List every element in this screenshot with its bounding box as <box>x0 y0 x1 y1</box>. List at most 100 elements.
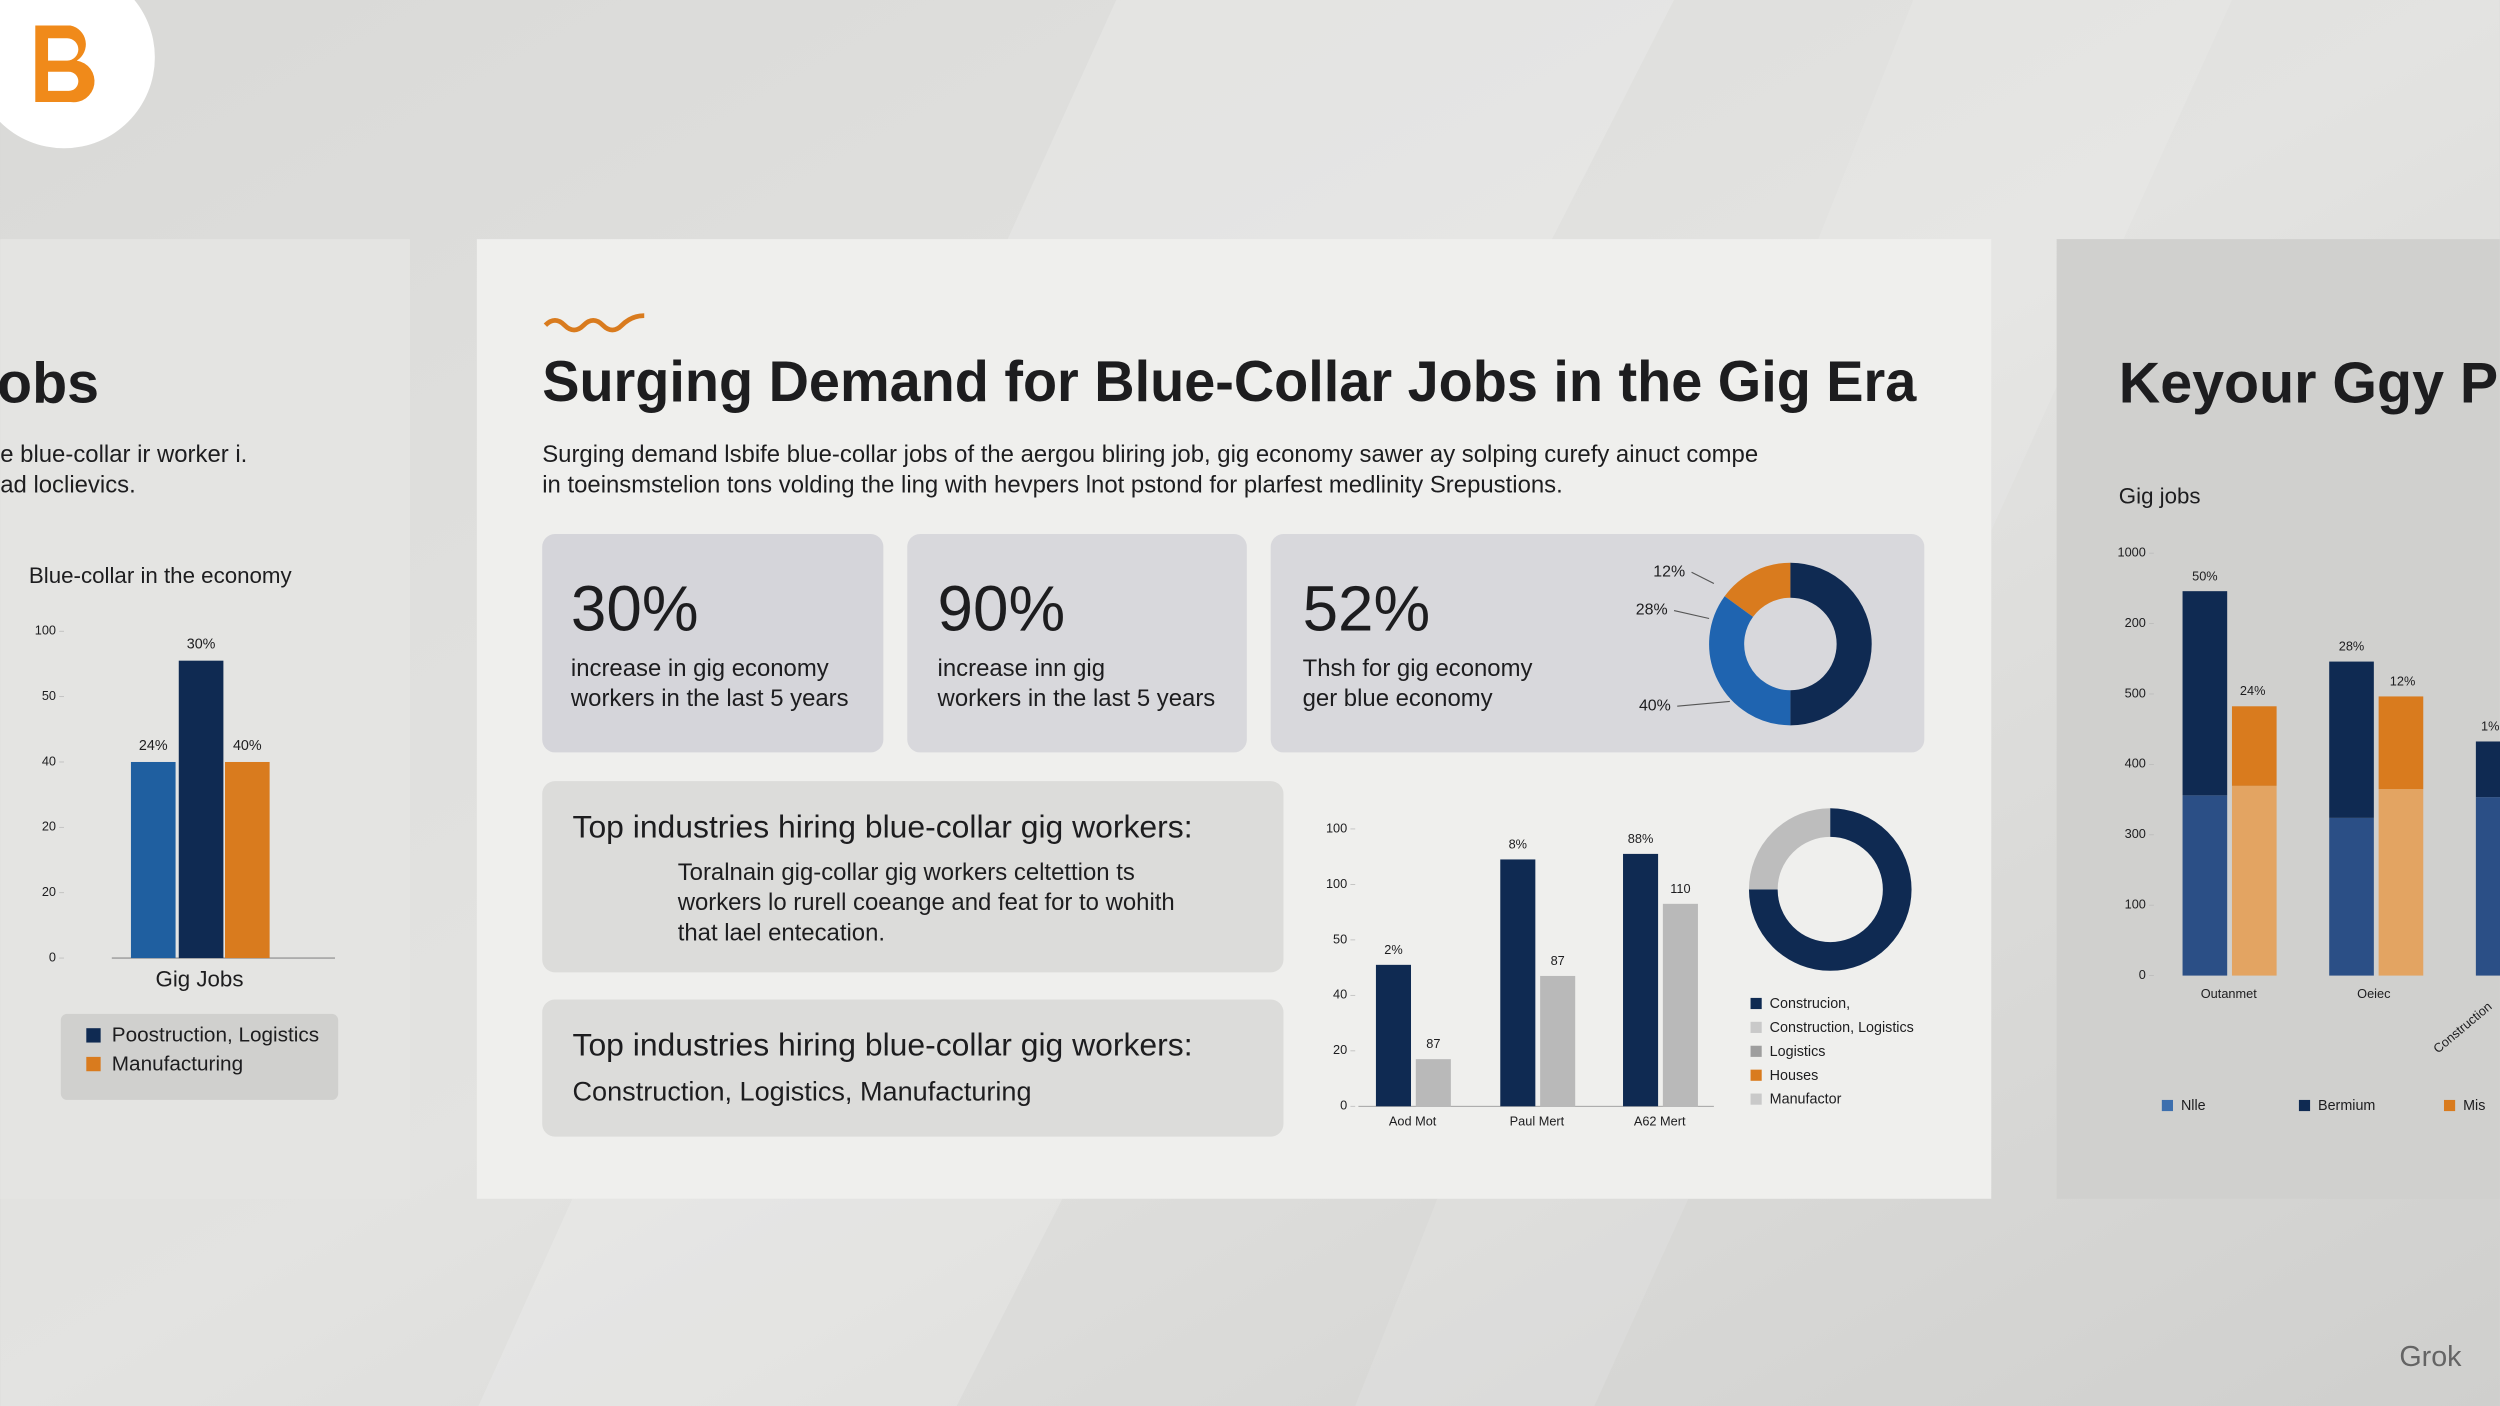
y-tick-label: 100 <box>1326 876 1347 891</box>
bar-annotation: 1% <box>2481 718 2499 733</box>
bar-annotation: 87 <box>1551 953 1565 968</box>
card-heading: Top industries hiring blue-collar gig wo… <box>573 808 1193 844</box>
legend-swatch <box>1750 1069 1762 1081</box>
bar-segment <box>2378 696 2424 790</box>
legend-label: Manufacturing <box>112 1052 243 1075</box>
x-tick-label: Paul Mert <box>1510 1114 1565 1129</box>
card-text: Construction, Logistics, Manufacturing <box>573 1076 1032 1107</box>
legend-swatch <box>2161 1099 2173 1112</box>
y-tick-label: 0 <box>49 949 56 964</box>
card-text: that lael entecation. <box>678 919 885 946</box>
bar <box>130 761 176 959</box>
bar <box>1662 903 1698 1107</box>
info-card <box>542 781 1284 973</box>
stat-value: 90% <box>938 573 1066 645</box>
x-tick-label: Outanmet <box>2201 986 2257 1001</box>
bar <box>1375 964 1412 1107</box>
bar <box>1540 975 1576 1107</box>
stat-card <box>907 534 1247 753</box>
bar <box>1623 853 1659 1107</box>
legend-label: Construction, Logistics <box>1770 1020 1914 1036</box>
y-tick-label: 100 <box>1326 820 1347 835</box>
bar-segment <box>2231 785 2277 976</box>
legend-box <box>60 1013 339 1100</box>
legend-swatch <box>1750 1093 1762 1105</box>
bar-annotation: 24% <box>139 738 168 754</box>
bar <box>178 660 224 959</box>
legend-label: Mis <box>2463 1098 2485 1114</box>
legend-swatch <box>86 1028 101 1043</box>
legend-label: Bermium <box>2318 1098 2375 1114</box>
bar-segment <box>2378 789 2424 976</box>
bar-annotation: 12% <box>2390 674 2416 689</box>
legend-swatch <box>2443 1099 2456 1112</box>
stat-value: 30% <box>571 573 699 645</box>
bar-annotation: 24% <box>2240 683 2266 698</box>
y-tick-label: 20 <box>1333 1042 1347 1057</box>
info-card <box>542 999 1284 1137</box>
y-tick-label: 20 <box>42 884 56 899</box>
slide-text: e blue-collar ir worker i. <box>0 441 247 468</box>
donut-label: 40% <box>1639 697 1671 714</box>
legend-label: Houses <box>1770 1068 1819 1084</box>
stat-text: increase inn gig <box>938 655 1105 682</box>
donut-segment <box>1748 808 1912 971</box>
bar <box>224 761 270 959</box>
slide-title: Surging Demand for Blue-Collar Jobs in t… <box>542 350 1917 414</box>
y-tick-label: 40 <box>42 753 56 768</box>
donut-label: 28% <box>1636 602 1668 619</box>
legend-label: Nlle <box>2181 1098 2206 1114</box>
bar-segment <box>2182 795 2228 976</box>
right-slide <box>2056 239 2500 1199</box>
accent-squiggle <box>543 313 645 333</box>
donut-segment <box>1748 808 1831 891</box>
chart-title: Blue-collar in the economy <box>29 563 293 588</box>
legend-swatch <box>2298 1099 2311 1112</box>
y-tick-label: 400 <box>2125 756 2146 771</box>
bar-annotation: 28% <box>2339 639 2365 654</box>
stat-text: increase in gig economy <box>571 655 829 682</box>
donut-segment <box>1709 596 1792 726</box>
card-text: workers lo rurell coeange and feat for t… <box>677 889 1175 916</box>
watermark: Grok <box>2399 1341 2462 1373</box>
bar-annotation: 110 <box>1670 881 1690 896</box>
y-tick-label: 200 <box>2125 615 2146 630</box>
bar-annotation: 8% <box>1509 836 1527 851</box>
y-tick-label: 100 <box>2125 897 2146 912</box>
stat-text: workers in the last 5 years <box>570 685 849 712</box>
logo <box>35 25 95 103</box>
bar-annotation: 40% <box>233 738 262 754</box>
y-tick-label: 50 <box>42 688 56 703</box>
slide-title: Keyour Ggy Po <box>2119 352 2500 416</box>
bar-annotation: 30% <box>187 637 216 653</box>
bar-segment <box>2329 817 2374 976</box>
stat-value: 52% <box>1303 573 1431 645</box>
y-tick-label: 40 <box>1333 987 1347 1002</box>
stat-text: ger blue economy <box>1303 685 1493 712</box>
bar-annotation: 87 <box>1426 1036 1440 1051</box>
legend-label: Logistics <box>1770 1044 1826 1060</box>
y-tick-label: 1000 <box>2118 545 2146 560</box>
legend-swatch <box>1750 997 1762 1010</box>
stat-text: workers in the last 5 years <box>937 685 1216 712</box>
bar <box>1500 859 1536 1107</box>
x-tick-label: Aod Mot <box>1389 1114 1437 1129</box>
legend-swatch <box>86 1056 101 1072</box>
y-tick-label: 0 <box>1340 1098 1347 1113</box>
stat-text: Thsh for gig economy <box>1303 655 1533 682</box>
legend-label: Manufactor <box>1770 1092 1842 1108</box>
slide-text: ad loclievics. <box>0 472 136 499</box>
y-tick-label: 20 <box>42 819 56 834</box>
x-tick-label: Oeiec <box>2357 986 2391 1001</box>
legend-label: Construcion, <box>1770 996 1850 1012</box>
leader-line <box>1673 609 1710 620</box>
y-tick-label: 50 <box>1333 931 1347 946</box>
bar-segment <box>2329 661 2374 818</box>
subtitle: in toeinsmstelion tons volding the ling … <box>542 472 1563 499</box>
legend-label: Poostruction, Logistics <box>112 1024 319 1047</box>
bar <box>1415 1059 1451 1107</box>
bar-segment <box>2231 706 2277 786</box>
